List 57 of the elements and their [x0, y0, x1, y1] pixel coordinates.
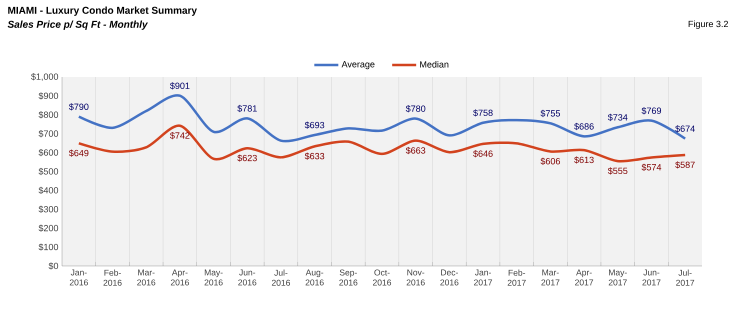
- x-tick-label: Mar-2017: [541, 270, 560, 286]
- data-label: $613: [574, 156, 594, 164]
- x-tick-label: Feb-2017: [508, 270, 526, 286]
- x-tick-label: May-2016: [204, 270, 223, 286]
- caption: Figure 3.2: [688, 20, 728, 29]
- data-label: $623: [237, 154, 257, 162]
- y-tick-label: $500: [38, 168, 58, 176]
- legend-label: Average: [342, 61, 375, 70]
- data-label: $649: [68, 150, 88, 157]
- y-tick-label: $400: [38, 186, 58, 194]
- data-label: $674: [675, 125, 695, 132]
- y-tick-label: $1,000: [31, 73, 58, 81]
- y-tick-label: $900: [38, 92, 58, 100]
- data-label: $646: [473, 150, 493, 158]
- data-label: $633: [304, 152, 324, 160]
- data-label: $686: [574, 122, 594, 130]
- x-tick-label: Jan-2016: [70, 270, 88, 286]
- data-label: $781: [237, 104, 257, 112]
- x-tick-label: Apr-2016: [170, 270, 189, 286]
- chart-subtitle: Sales Price p/ Sq Ft - Monthly: [8, 20, 148, 30]
- data-label: $769: [642, 107, 662, 114]
- y-tick-label: $800: [38, 111, 58, 118]
- data-label: $606: [540, 158, 560, 165]
- data-label: $758: [473, 109, 493, 117]
- y-tick-label: $300: [38, 206, 58, 213]
- y-tick-label: $100: [38, 243, 58, 251]
- data-label: $663: [406, 146, 426, 154]
- x-tick-label: Aug-2016: [306, 270, 324, 286]
- data-label: $734: [608, 114, 628, 122]
- data-label: $901: [170, 82, 190, 90]
- y-tick-label: $200: [38, 224, 58, 232]
- x-tick-label: Feb-2016: [104, 270, 122, 286]
- y-tick-label: $0: [48, 262, 58, 270]
- data-label: $555: [608, 167, 628, 175]
- x-tick-label: Jul-2016: [272, 270, 290, 286]
- x-tick-label: Jun-2016: [238, 270, 256, 286]
- x-tick-label: Jun-2017: [642, 270, 660, 286]
- x-tick-label: Sep-2016: [339, 270, 358, 286]
- legend-label: Median: [420, 60, 448, 68]
- x-tick-label: Oct-2016: [372, 270, 392, 286]
- x-tick-label: Apr-2017: [575, 270, 594, 286]
- data-label: $574: [642, 164, 662, 171]
- data-label: $693: [304, 122, 324, 129]
- x-tick-label: Dec-2016: [440, 270, 458, 286]
- data-label: $790: [68, 103, 89, 110]
- x-tick-label: Nov-2016: [406, 270, 425, 286]
- x-tick-label: Jan-2017: [474, 270, 492, 286]
- x-tick-label: May-2017: [608, 270, 627, 286]
- data-label: $742: [170, 132, 190, 140]
- data-label: $587: [675, 161, 695, 169]
- data-label: $755: [540, 110, 560, 118]
- chart-title: MIAMI - Luxury Condo Market Summary: [8, 6, 197, 16]
- y-tick-label: $700: [38, 130, 58, 138]
- x-tick-label: Jul-2017: [676, 270, 694, 286]
- data-label: $780: [406, 105, 426, 112]
- x-tick-label: Mar-2016: [137, 270, 156, 286]
- y-tick-label: $600: [38, 148, 58, 156]
